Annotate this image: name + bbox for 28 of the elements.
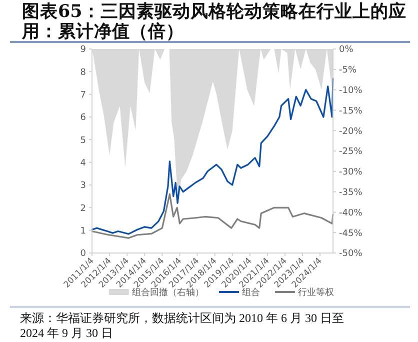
- y-tick-label: 7: [80, 90, 86, 100]
- y-tick-label: 4: [80, 158, 86, 168]
- line-series: [91, 78, 334, 235]
- source-note: 来源：华福证券研究所，数据统计区间为 2010 年 6 月 30 日至 2024 年 9 月 30 日: [20, 311, 344, 340]
- y-tick-label: 6: [80, 113, 86, 124]
- y2-tick-label: -5%: [339, 66, 357, 76]
- y-tick-label: 5: [80, 136, 86, 146]
- y2-tick-label: -40%: [339, 208, 363, 218]
- y2-tick-label: -35%: [339, 188, 363, 198]
- y2-tick-label: 0%: [339, 45, 354, 56]
- y2-tick-label: -50%: [339, 249, 363, 260]
- y-tick-label: 2: [80, 204, 86, 214]
- y-tick-label: 1: [80, 226, 86, 236]
- legend-label: 组合回撤（右轴）: [132, 287, 204, 298]
- y2-tick-label: -20%: [339, 126, 363, 137]
- y2-tick-label: -45%: [339, 228, 363, 239]
- y2-tick-label: -25%: [339, 147, 363, 158]
- y-tick-label: 8: [80, 68, 86, 78]
- chart-title: 图表65：三因素驱动风格轮动策略在行业上的应用：累计净值（倍）: [21, 1, 406, 42]
- legend-label: 组合: [242, 287, 260, 298]
- y2-tick-label: -15%: [339, 106, 363, 116]
- y2-tick-label: -10%: [339, 86, 363, 96]
- legend-label: 行业等权: [298, 287, 334, 298]
- y-tick-label: 3: [80, 181, 86, 192]
- line-series: [91, 193, 334, 239]
- y2-tick-label: -30%: [339, 168, 363, 178]
- y-tick-label: 9: [80, 45, 86, 56]
- y-tick-label: 0: [80, 249, 86, 260]
